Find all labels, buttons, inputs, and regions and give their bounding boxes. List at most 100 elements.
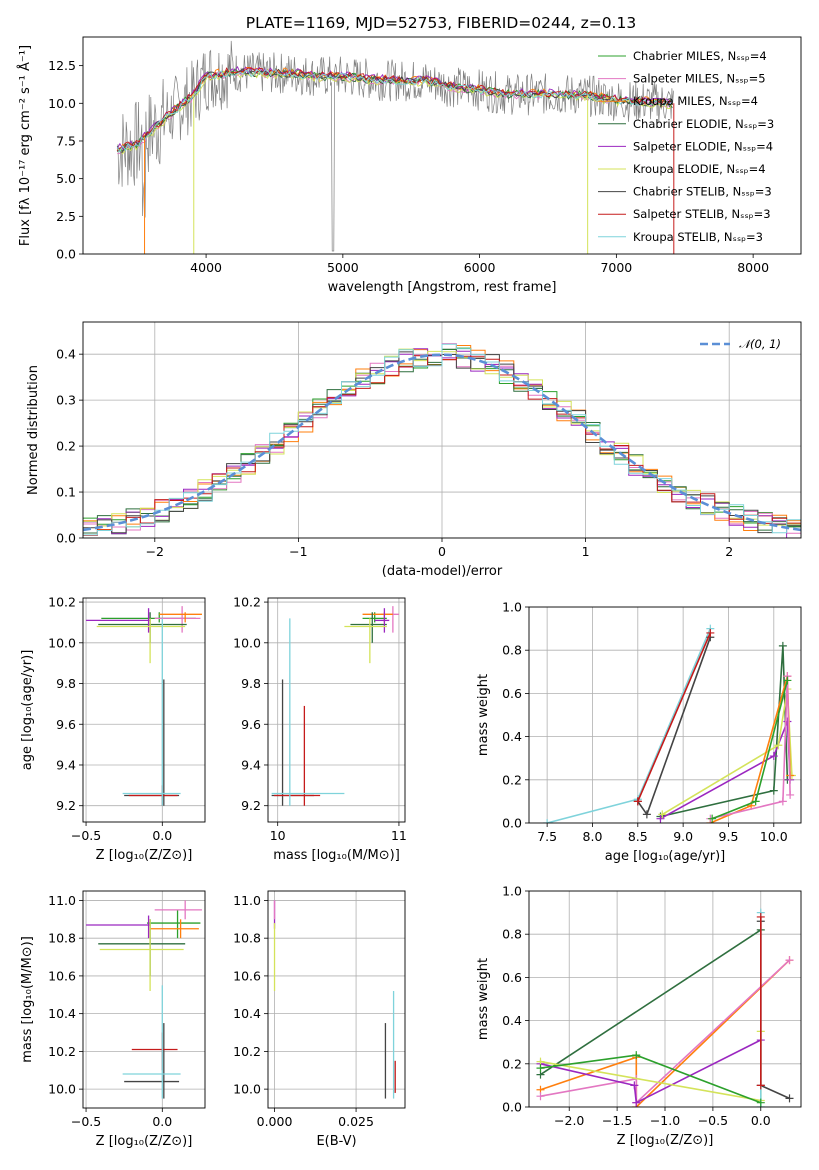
x-tick-label: −2 [146,544,164,559]
x-tick-label: 9.5 [719,829,739,844]
x-tick-label: 0.0 [152,828,172,843]
x-axis-label: Z [log₁₀(Z/Z⊙)] [617,1133,714,1148]
y-tick-label: 0.6 [502,686,522,701]
mass-weight-line [540,929,762,1076]
mass-weight-point [786,790,795,799]
y-axis-label: age [log₁₀(age/yr)] [20,650,35,771]
mass-weight-point [756,912,765,921]
x-axis-label: Z [log₁₀(Z/Z⊙)] [96,848,193,863]
normal-curve-line [83,353,801,532]
mass-weight-point [642,810,651,819]
plot-area [116,40,675,254]
y-tick-label: 9.8 [56,676,76,691]
legend-label: Chabrier STELIB, Nₛₛₚ=3 [633,185,772,199]
x-tick-label: 9.0 [673,829,693,844]
spectrum-panel: 4000 5000 6000 7000 8000 0.0 2.5 5.0 7.5 10.0 12.5… [17,36,802,295]
model-spectrum-line [116,68,673,153]
x-tick-label: 5000 [327,260,359,275]
observed-spectrum-line [116,40,674,252]
legend-label: Chabrier ELODIE, Nₛₛₚ=3 [633,117,774,131]
y-tick-label: 10.4 [48,1006,76,1021]
legend-label: Salpeter STELIB, Nₛₛₚ=3 [633,207,771,221]
x-tick-label: 0.0 [751,1113,771,1128]
y-tick-label: 0.2 [502,1056,522,1071]
mass-weight-line [710,676,791,820]
x-tick-label: 0.0 [152,1114,172,1129]
axes-frame [82,597,206,823]
x-tick-label: 7000 [600,260,632,275]
y-tick-label: 10.0 [48,96,76,111]
y-axis-label: Normed distribution [26,365,41,495]
mass-weight-vs-age-panel: 7.5 8.0 8.5 9.0 9.5 10.0 0.0 0.2 0.4 0.6 0.8 1.0 age… [476,600,802,864]
y-tick-label: 7.5 [56,133,76,148]
mass-weight-line [540,959,791,1105]
y-tick-label: 12.5 [48,58,76,73]
y-tick-label: 0.6 [502,970,522,985]
y-tick-label: 1.0 [502,600,522,615]
legend-label: Kroupa ELODIE, Nₛₛₚ=4 [633,162,766,176]
y-axis-label: mass weight [476,674,491,756]
mass-vs-extinction-panel: 0.000 0.025 10.0 10.2 10.4 10.6 10.8 11.0 E(B-V) [233,890,406,1149]
age-vs-metallicity-panel: −0.5 0.0 9.2 9.4 9.6 9.8 10.0 10.2 Z [log₁₀(Z/Z⊙… [20,595,206,863]
x-tick-label: −1.5 [602,1113,632,1128]
x-tick-label: 10.0 [760,829,788,844]
x-tick-label: 8.5 [628,829,648,844]
y-tick-label: 0.8 [502,927,522,942]
mass-weight-point [751,797,760,806]
mass-weight-point [756,1081,765,1090]
mass-weight-point [536,1092,545,1101]
mass-weight-point [783,676,792,685]
x-tick-label: 8000 [737,260,769,275]
y-tick-label: 10.6 [233,968,261,983]
age-vs-mass-panel: 10 11 9.2 9.4 9.6 9.8 10.0 10.2 mass [log₁₀(M/M⊙… [233,595,407,863]
residual-histogram-panel: −2 −1 0 1 2 0.0 0.1 0.2 0.3 0.4 (data-model)/error… [26,321,802,579]
y-tick-label: 9.2 [241,798,261,813]
y-tick-label: 10.4 [233,1006,261,1021]
mass-weight-point [543,819,552,823]
mass-weight-point [630,1081,639,1090]
y-axis-label: mass [log₁₀(M/M⊙)] [20,936,35,1063]
plot-area [268,598,405,822]
x-tick-label: −2.0 [554,1113,584,1128]
mass-weight-point [632,1098,641,1107]
mass-weight-point [785,1094,794,1103]
x-tick-label: −0.5 [71,1114,101,1129]
legend-label: Kroupa MILES, Nₛₛₚ=4 [633,94,758,108]
residual-histogram-step [83,343,801,538]
x-tick-label: 11 [391,828,407,843]
y-tick-label: 9.4 [241,757,261,772]
mass-weight-point [785,956,794,965]
axes-frame [82,890,206,1109]
y-tick-label: 0.2 [502,772,522,787]
y-tick-label: 9.6 [56,717,76,732]
x-tick-label: 0.025 [338,1114,374,1129]
x-tick-label: 7.5 [537,829,557,844]
mass-weight-vs-metallicity-panel: −2.0 −1.5 −1.0 −0.5 0.0 0.0 0.2 0.4 0.6 0.8 1.0 Z [… [476,884,802,1148]
x-tick-label: −1 [289,544,307,559]
plot-area [83,598,205,822]
spectrum-legend: Chabrier MILES, Nₛₛₚ=4 Salpeter MILES, Nₛ… [598,49,774,244]
y-axis-label: Flux [fλ 10⁻¹⁷ erg cm⁻² s⁻¹ Å⁻¹] [17,45,33,246]
mass-weight-point [756,1098,765,1107]
legend-label: Salpeter MILES, Nₛₛₚ=5 [633,72,766,86]
mass-weight-line [540,1039,762,1104]
y-tick-label: 5.0 [56,171,76,186]
x-tick-label: −1.0 [650,1113,680,1128]
y-tick-label: 0.8 [502,643,522,658]
y-tick-label: 10.0 [48,1082,76,1097]
axes-frame [267,890,406,1109]
y-tick-label: 0.4 [56,347,76,362]
y-tick-label: 0.2 [56,439,76,454]
y-tick-label: 10.8 [48,931,76,946]
y-tick-label: 10.6 [48,968,76,983]
mass-weight-line [660,645,789,818]
mass-weight-point [769,786,778,795]
mass-weight-point [658,810,667,819]
axes-frame [528,890,802,1108]
mass-weight-point [706,628,715,637]
axes-frame [528,606,802,824]
plot-area [83,322,801,538]
x-axis-label: age [log₁₀(age/yr)] [605,849,726,864]
legend-label: Chabrier MILES, Nₛₛₚ=4 [633,49,767,63]
legend-label: Salpeter ELODIE, Nₛₛₚ=4 [633,139,773,153]
